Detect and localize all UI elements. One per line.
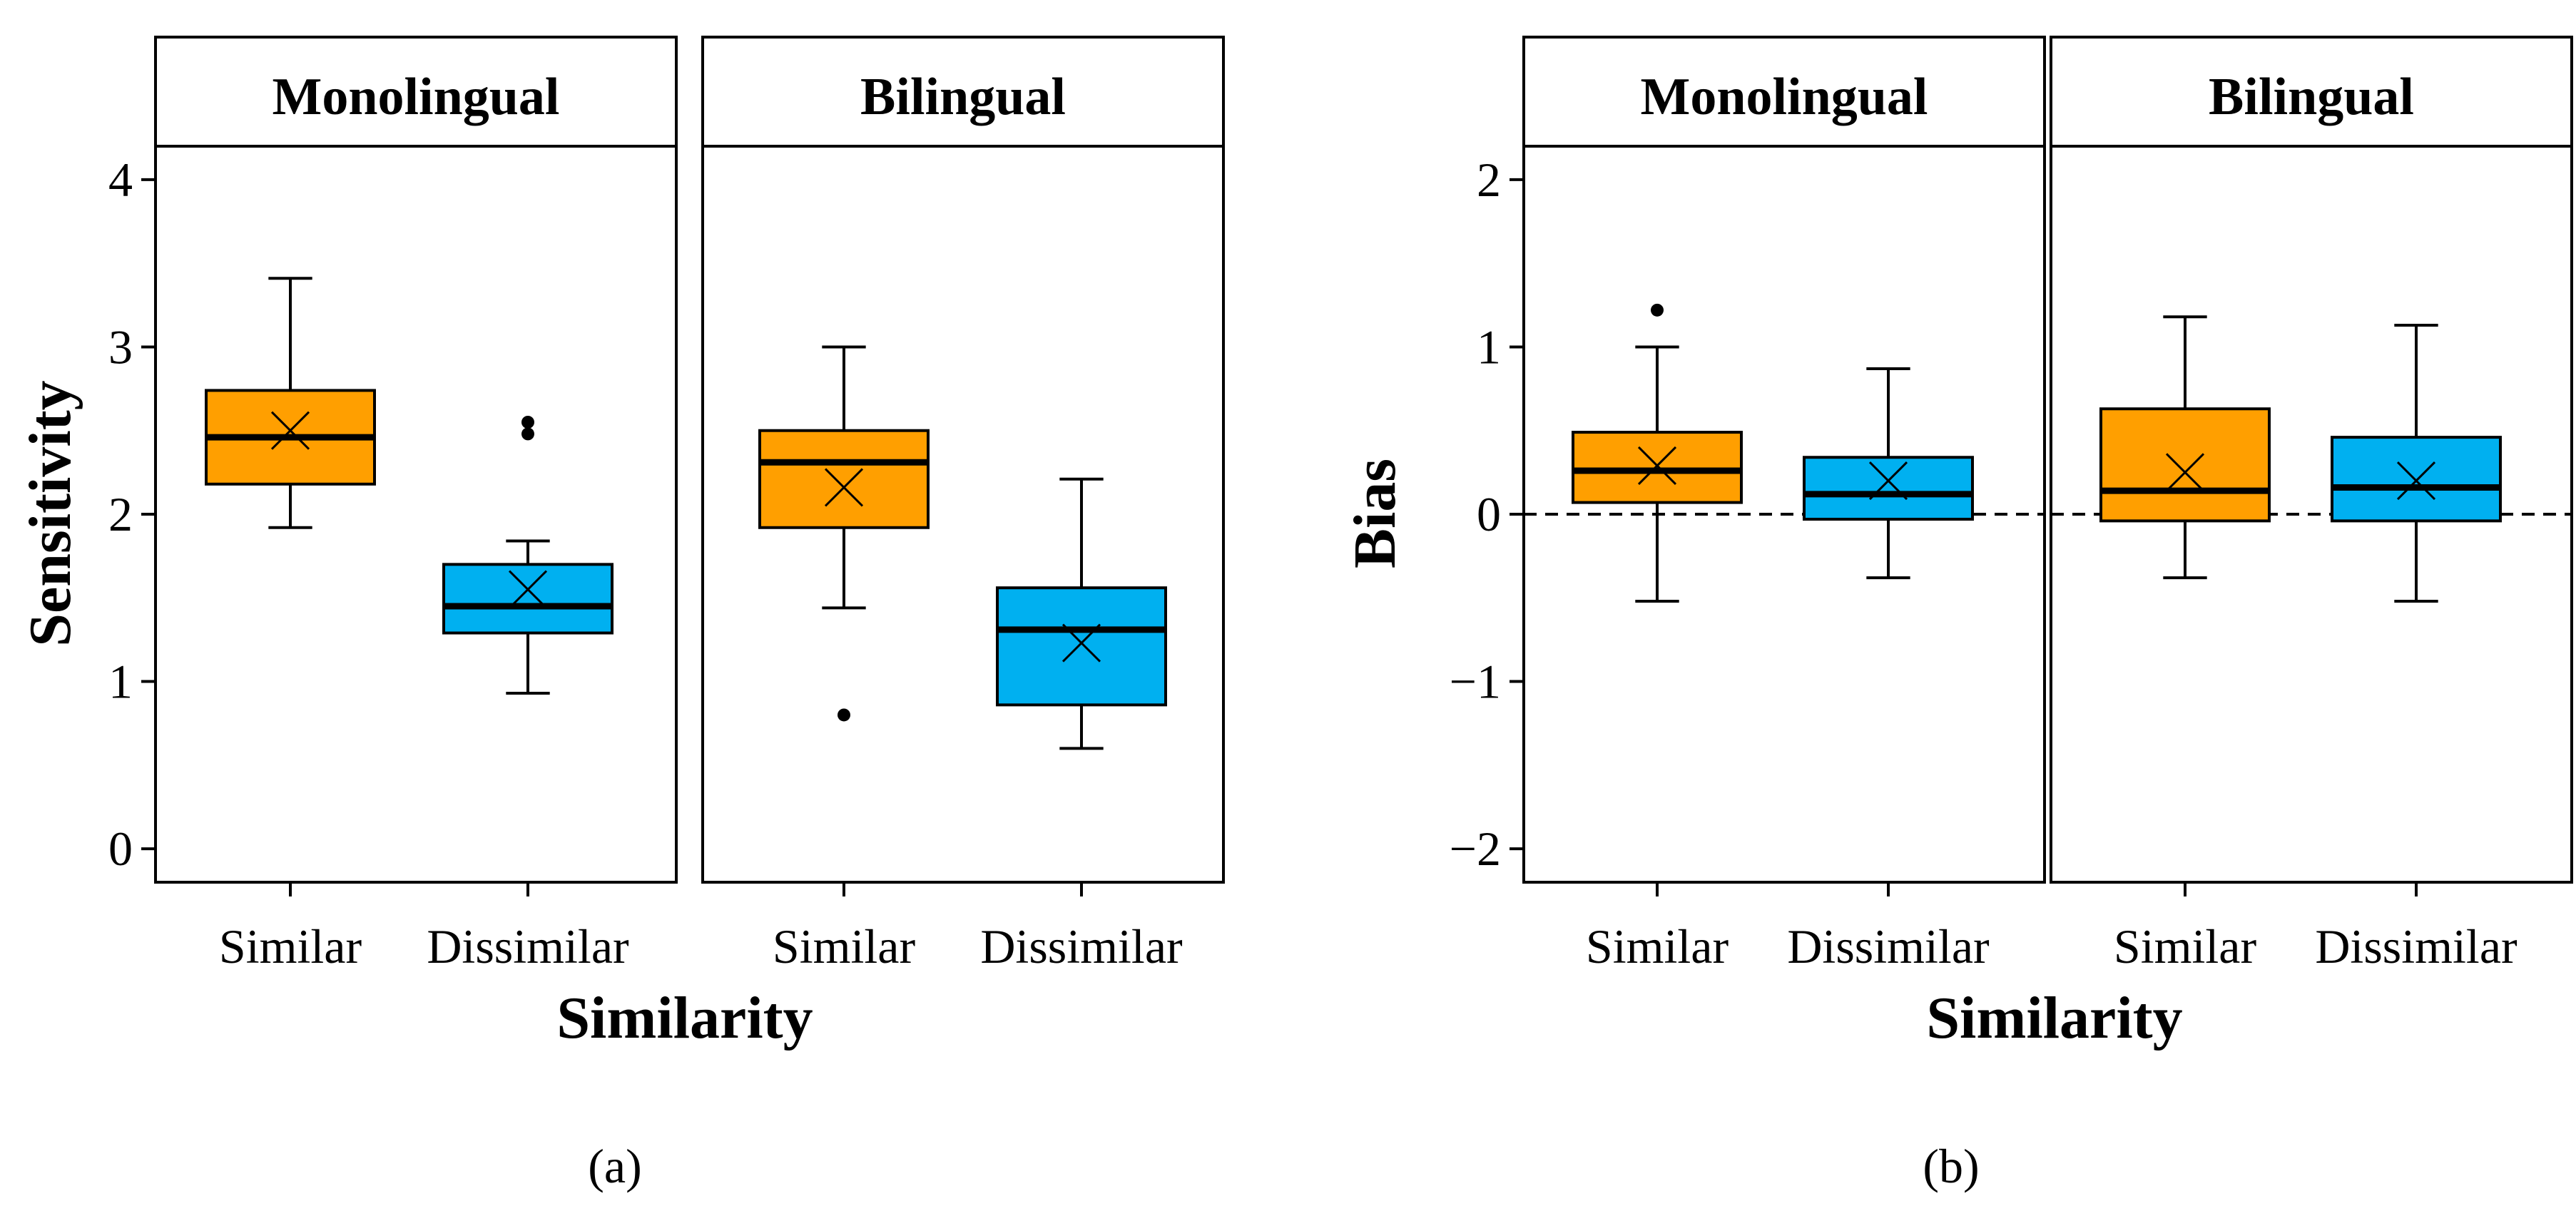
y-axis-b: −2 −1 0 1 2 (1450, 153, 1524, 876)
box-similar (1572, 303, 1743, 603)
iqr-box (1572, 431, 1743, 504)
x-tick-label: Similar (1586, 919, 1729, 974)
mean-marker (2165, 453, 2205, 492)
y-axis-a: 0 1 2 3 4 (108, 153, 156, 876)
facet-a1-strip (154, 36, 678, 148)
panel-caption-a: (a) (588, 1139, 641, 1193)
outlier-point (838, 708, 850, 722)
mean-marker (1637, 446, 1677, 486)
iqr-box (2099, 407, 2271, 523)
x-ticks-a (289, 882, 1083, 896)
mean-marker (1062, 623, 1101, 663)
box-similar (758, 345, 930, 722)
x-ticks-b (1656, 882, 2418, 896)
y-tick-label: 0 (1477, 487, 1501, 541)
box-dissimilar (442, 416, 614, 695)
facet-b2-title: Bilingual (2209, 68, 2414, 126)
y-tick-label: 3 (108, 320, 133, 374)
facet-b2-strip (2050, 36, 2573, 148)
y-tick-label: 1 (108, 655, 133, 709)
facet-a2-strip (701, 36, 1225, 148)
x-axis-title-b: Similarity (1926, 985, 2182, 1051)
x-tick-label: Dissimilar (980, 919, 1183, 974)
y-tick-label: −2 (1450, 822, 1501, 876)
panel-caption-b: (b) (1923, 1139, 1979, 1193)
y-axis-title-b: Bias (1342, 459, 1408, 568)
y-tick-label: 2 (1477, 153, 1501, 207)
outlier-point (521, 416, 534, 429)
y-tick-label: 0 (108, 822, 133, 876)
iqr-box (1803, 456, 1974, 521)
boxes-b (1572, 303, 2502, 603)
facet-a1-title: Monolingual (273, 68, 560, 126)
x-tick-label: Dissimilar (427, 919, 629, 974)
box-similar (205, 277, 376, 529)
boxes-a (205, 277, 1167, 750)
iqr-box (758, 429, 930, 529)
x-tick-label: Similar (2114, 919, 2257, 974)
outlier-point (521, 427, 534, 441)
box-dissimilar (1803, 367, 1974, 580)
x-tick-label: Dissimilar (1787, 919, 1990, 974)
iqr-box (996, 586, 1167, 707)
mean-marker (2396, 461, 2436, 501)
mean-marker (508, 570, 548, 609)
panel-a: Monolingual Bilingual Sensitivity Simila… (17, 36, 1225, 1193)
iqr-box (2331, 436, 2502, 523)
box-similar (2099, 315, 2271, 580)
facet-b1-title: Monolingual (1641, 68, 1928, 126)
mean-marker (1868, 461, 1908, 501)
mean-marker (270, 411, 310, 450)
y-axis-title-a: Sensitivity (17, 380, 83, 646)
facet-a1-plot-area (154, 145, 678, 884)
facet-a2-title: Bilingual (860, 68, 1066, 126)
box-dissimilar (2331, 323, 2502, 603)
panel-b: Monolingual Bilingual Bias Similarity (b… (1342, 36, 2573, 1193)
mean-marker (824, 468, 864, 507)
facet-b1-strip (1522, 36, 2046, 148)
x-axis-title-a: Similarity (556, 985, 813, 1051)
y-tick-label: 2 (108, 487, 133, 541)
box-dissimilar (996, 477, 1167, 750)
outlier-point (1651, 303, 1664, 317)
x-tick-label: Dissimilar (2315, 919, 2518, 974)
y-tick-label: 1 (1477, 320, 1501, 374)
y-tick-label: −1 (1450, 655, 1501, 709)
iqr-box (442, 563, 614, 635)
y-tick-label: 4 (108, 153, 133, 207)
x-tick-label: Similar (219, 919, 362, 974)
x-tick-label: Similar (773, 919, 916, 974)
